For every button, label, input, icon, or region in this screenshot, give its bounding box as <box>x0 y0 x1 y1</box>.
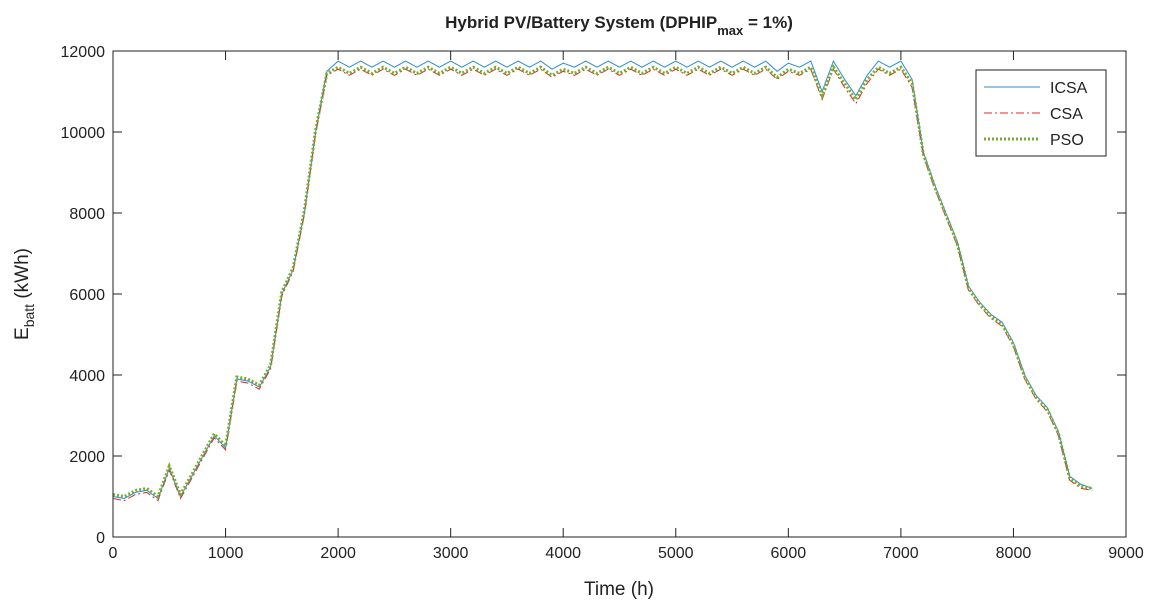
y-tick-label: 8000 <box>69 206 105 223</box>
title-main: Hybrid PV/Battery System (DPHIP <box>445 13 717 32</box>
y-tick-label: 10000 <box>61 125 106 142</box>
y-label-end: (kWh) <box>12 248 33 304</box>
y-tick-label: 2000 <box>69 449 105 466</box>
x-axis-label: Time (h) <box>584 579 654 600</box>
x-tick-label: 9000 <box>1108 545 1144 562</box>
title-subscript: max <box>717 23 744 38</box>
x-tick-label: 8000 <box>996 545 1032 562</box>
x-tick-label: 2000 <box>320 545 356 562</box>
legend-label: CSA <box>1050 106 1083 123</box>
y-label-subscript: batt <box>21 304 37 327</box>
x-tick-label: 3000 <box>433 545 469 562</box>
chart-title: Hybrid PV/Battery System (DPHIPmax = 1%) <box>445 13 793 38</box>
y-tick-label: 6000 <box>69 287 105 304</box>
x-tick-label: 1000 <box>208 545 244 562</box>
y-tick-label: 0 <box>96 530 105 547</box>
legend-label: PSO <box>1050 132 1084 149</box>
y-axis-label: Ebatt (kWh) <box>12 248 37 340</box>
y-label-main: E <box>12 327 33 340</box>
plot-frame <box>112 50 1127 538</box>
title-end: = 1%) <box>743 13 793 32</box>
x-tick-label: 5000 <box>658 545 694 562</box>
x-tick-label: 4000 <box>545 545 581 562</box>
series-line <box>112 64 1093 499</box>
legend-label: ICSA <box>1050 80 1088 97</box>
y-tick-label: 4000 <box>69 368 105 385</box>
x-tick-label: 0 <box>109 545 118 562</box>
legend-box <box>975 69 1107 157</box>
y-tick-label: 12000 <box>61 44 106 61</box>
x-tick-label: 6000 <box>771 545 807 562</box>
x-tick-label: 7000 <box>883 545 919 562</box>
